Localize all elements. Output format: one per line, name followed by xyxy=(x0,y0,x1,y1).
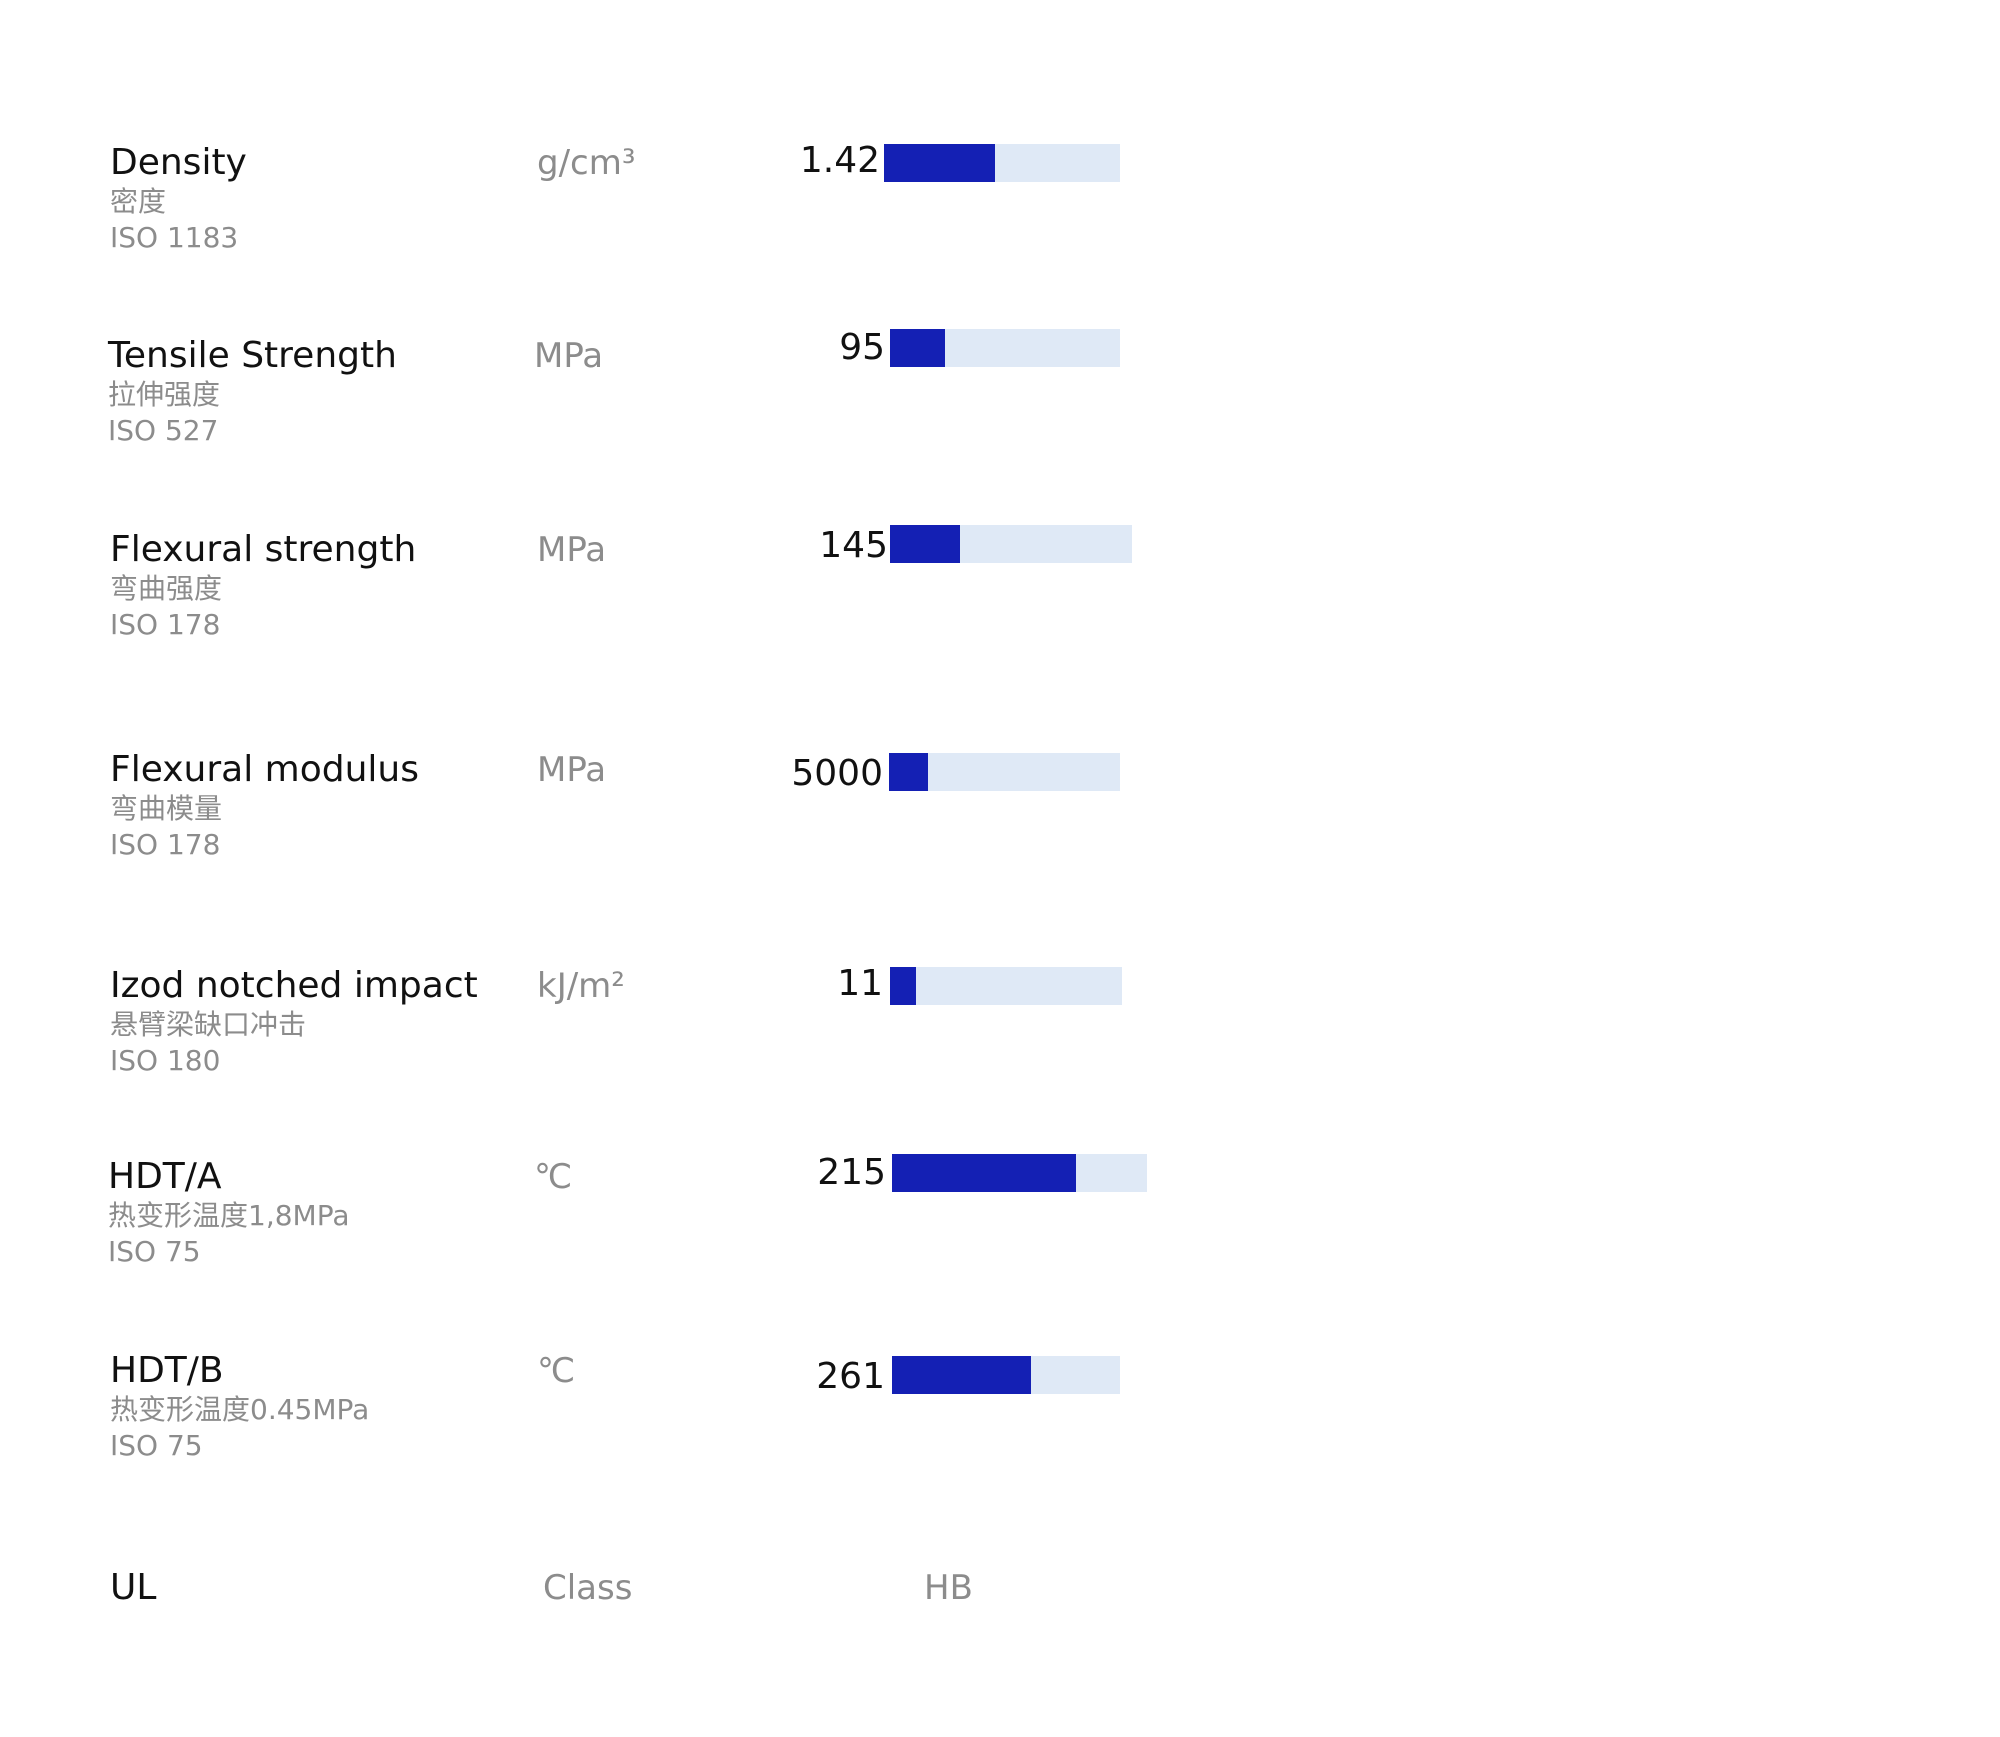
value-bar-track xyxy=(890,329,1120,367)
property-unit: g/cm³ xyxy=(537,143,636,183)
property-standard: ISO 527 xyxy=(108,414,219,447)
value-bar-fill xyxy=(884,144,995,182)
property-name-cn: 拉伸强度 xyxy=(108,378,221,411)
property-standard: ISO 178 xyxy=(110,608,221,641)
property-standard: ISO 75 xyxy=(108,1235,201,1268)
property-unit: MPa xyxy=(537,530,607,570)
value-bar-track xyxy=(890,967,1122,1005)
value-bar-fill xyxy=(890,967,916,1005)
value-bar-track xyxy=(884,144,1120,182)
property-value: HB xyxy=(924,1568,973,1608)
property-name: Izod notched impact xyxy=(110,965,478,1006)
property-name-cn: 弯曲模量 xyxy=(110,792,223,825)
property-name: HDT/B xyxy=(110,1350,224,1391)
value-bar-fill xyxy=(889,753,929,791)
property-name: Tensile Strength xyxy=(108,335,397,376)
property-name: Flexural strength xyxy=(110,529,417,570)
property-name-cn: 密度 xyxy=(110,185,167,218)
property-name-cn: 热变形温度1,8MPa xyxy=(108,1199,350,1232)
property-value: 95 xyxy=(839,327,885,368)
value-bar-fill xyxy=(890,525,961,563)
property-unit: Class xyxy=(543,1568,633,1608)
value-bar-fill xyxy=(890,329,946,367)
property-name: UL xyxy=(110,1567,157,1608)
value-bar-fill xyxy=(892,1154,1076,1192)
value-bar-track xyxy=(892,1154,1147,1192)
property-value: 1.42 xyxy=(799,140,880,181)
property-value: 261 xyxy=(816,1356,885,1397)
property-standard: ISO 178 xyxy=(110,828,221,861)
property-name-cn: 悬臂梁缺口冲击 xyxy=(110,1008,307,1041)
value-bar-fill xyxy=(892,1356,1032,1394)
property-value: 145 xyxy=(819,525,888,566)
property-value: 215 xyxy=(817,1152,886,1193)
property-unit: ℃ xyxy=(534,1157,573,1197)
property-value: 5000 xyxy=(791,753,883,794)
property-unit: MPa xyxy=(534,336,604,376)
value-bar-track xyxy=(890,525,1132,563)
property-name-cn: 弯曲强度 xyxy=(110,572,223,605)
property-unit: kJ/m² xyxy=(537,966,625,1006)
property-unit: MPa xyxy=(537,750,607,790)
property-name: Density xyxy=(110,142,247,183)
value-bar-track xyxy=(889,753,1120,791)
value-bar-track xyxy=(892,1356,1120,1394)
property-unit: ℃ xyxy=(537,1351,576,1391)
property-name: Flexural modulus xyxy=(110,749,419,790)
property-standard: ISO 1183 xyxy=(110,221,239,254)
property-name: HDT/A xyxy=(108,1156,222,1197)
property-standard: ISO 180 xyxy=(110,1044,221,1077)
property-name-cn: 热变形温度0.45MPa xyxy=(110,1393,370,1426)
property-standard: ISO 75 xyxy=(110,1429,203,1462)
property-value: 11 xyxy=(837,963,883,1004)
